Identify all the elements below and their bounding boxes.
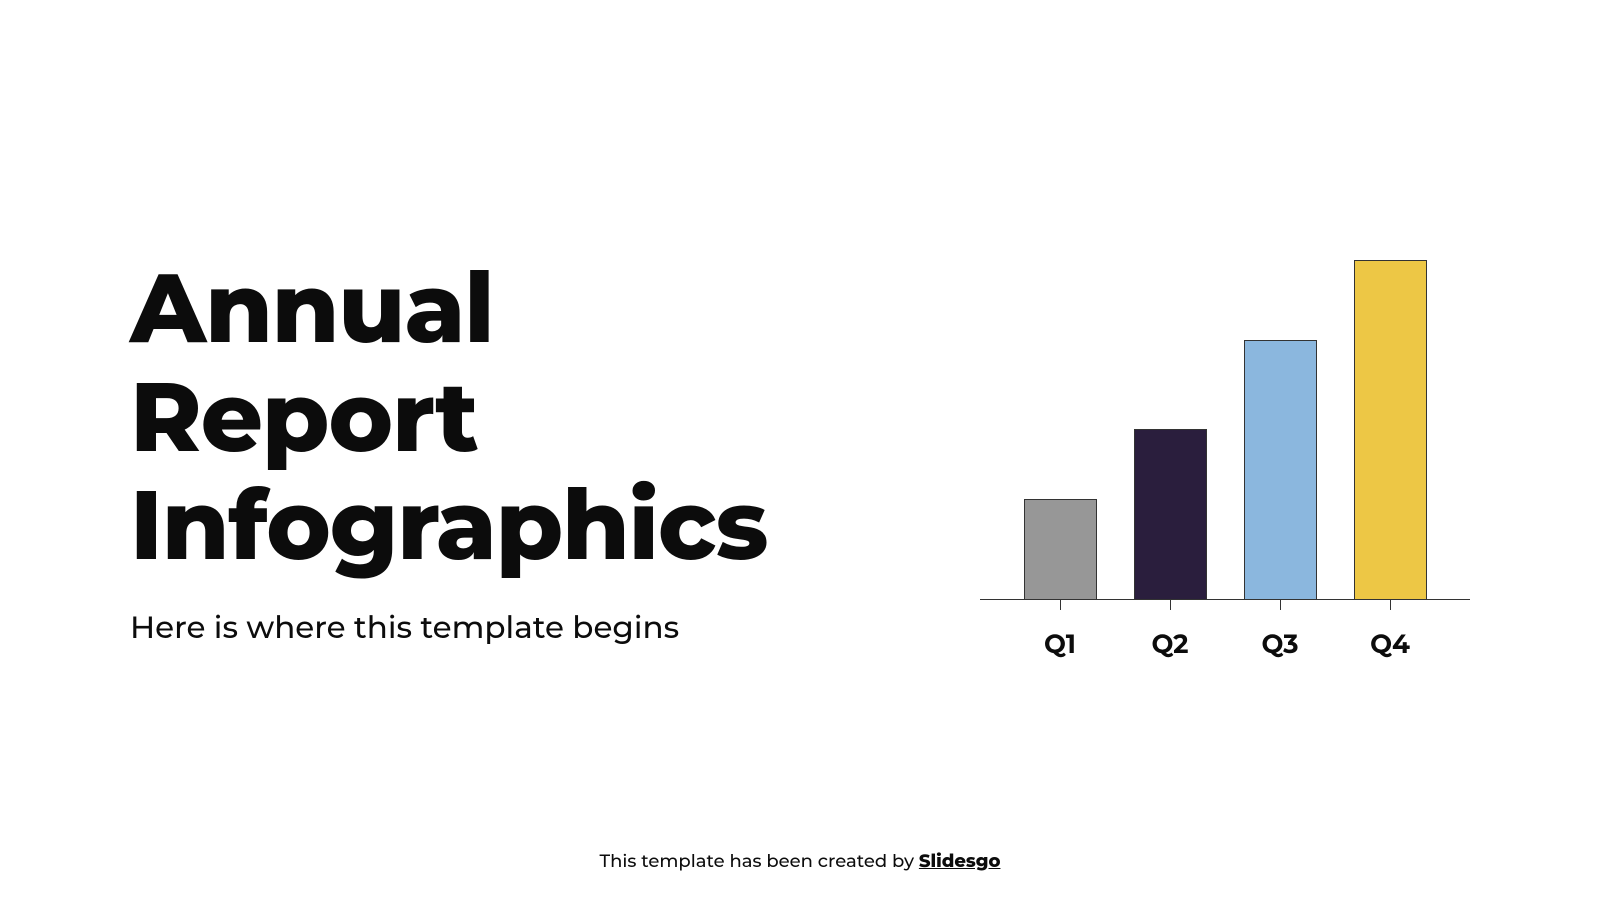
tick-mark [1170, 600, 1171, 610]
main-content: Annual Report Infographics Here is where… [0, 0, 1600, 900]
footer-prefix: This template has been created by [600, 850, 919, 872]
ticks-container [980, 600, 1470, 610]
title-line-1: Annual [130, 249, 494, 367]
tick-q1 [1024, 600, 1097, 610]
bars-container [980, 240, 1470, 599]
footer-brand-link[interactable]: Slidesgo [919, 850, 1001, 872]
tick-q2 [1134, 600, 1207, 610]
bar-q2 [1134, 429, 1207, 599]
bar-q3 [1244, 340, 1317, 599]
label-q2: Q2 [1134, 628, 1207, 660]
footer: This template has been created by Slides… [0, 850, 1600, 872]
tick-q4 [1354, 600, 1427, 610]
title-line-2: Report [130, 358, 478, 476]
chart-plot-area [980, 240, 1470, 600]
tick-mark [1280, 600, 1281, 610]
text-section: Annual Report Infographics Here is where… [130, 254, 980, 646]
page-title: Annual Report Infographics [130, 254, 940, 580]
label-q4: Q4 [1354, 628, 1427, 660]
label-q3: Q3 [1244, 628, 1317, 660]
bar-q1 [1024, 499, 1097, 599]
page-subtitle: Here is where this template begins [130, 608, 940, 646]
tick-mark [1060, 600, 1061, 610]
bar-chart: Q1 Q2 Q3 Q4 [980, 240, 1470, 660]
tick-q3 [1244, 600, 1317, 610]
x-labels: Q1 Q2 Q3 Q4 [980, 628, 1470, 660]
title-line-3: Infographics [130, 466, 768, 584]
tick-mark [1390, 600, 1391, 610]
label-q1: Q1 [1024, 628, 1097, 660]
bar-q4 [1354, 260, 1427, 599]
